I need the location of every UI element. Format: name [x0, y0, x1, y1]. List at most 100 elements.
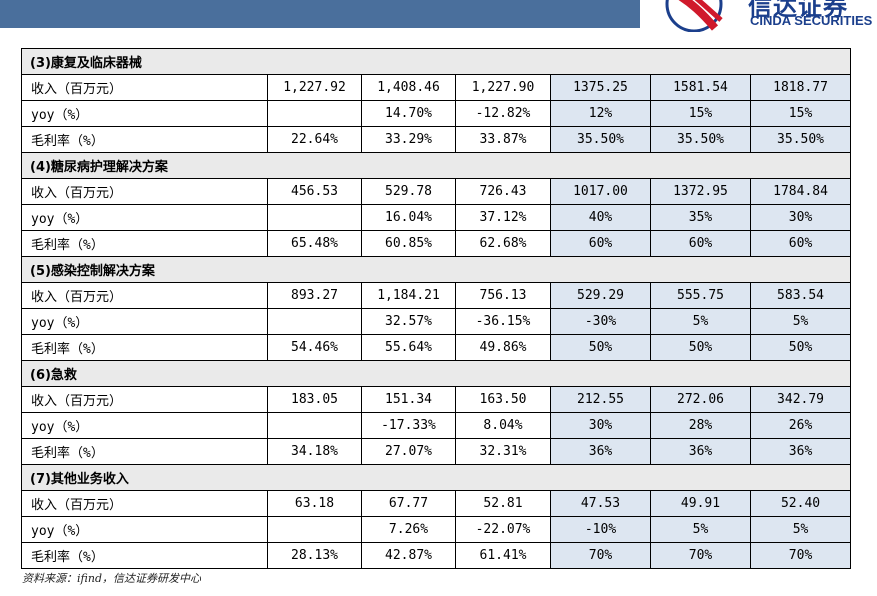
forecast-cell: 60% [749, 230, 852, 257]
forecast-cell: 529.29 [550, 282, 651, 309]
actual-cell: 52.81 [455, 490, 551, 517]
section-title: (4)糖尿病护理解决方案 [20, 152, 852, 179]
brand-logo: 信达证券 CINDA SECURITIES [655, 0, 877, 34]
actual-cell: 1,408.46 [361, 74, 456, 101]
actual-cell [267, 516, 362, 543]
row-label: yoy（%） [21, 412, 268, 439]
table-row: 收入（百万元） 1,227.92 1,408.46 1,227.90 1375.25 15… [21, 74, 852, 101]
row-label: 收入（百万元） [21, 282, 268, 309]
row-label: 毛利率（%） [21, 438, 268, 465]
actual-cell: 529.78 [361, 178, 456, 205]
forecast-cell: 28% [650, 412, 751, 439]
table-row: 收入（百万元） 183.05 151.34 163.50 212.55 272.06 342… [21, 386, 852, 413]
actual-cell: 37.12% [455, 204, 551, 231]
forecast-cell: 15% [749, 100, 852, 127]
forecast-cell: 1784.84 [749, 178, 852, 205]
forecast-cell: 555.75 [650, 282, 751, 309]
actual-cell [267, 412, 362, 439]
forecast-cell: -30% [550, 308, 651, 335]
table-row: 毛利率（%） 54.46% 55.64% 49.86% 50% 50% 50% [21, 334, 852, 361]
actual-cell: 42.87% [361, 542, 456, 569]
row-label: 毛利率（%） [21, 230, 268, 257]
forecast-cell: 35.50% [650, 126, 751, 153]
actual-cell: 55.64% [361, 334, 456, 361]
actual-cell: 7.26% [361, 516, 456, 543]
forecast-cell: 12% [550, 100, 651, 127]
forecast-cell: 40% [550, 204, 651, 231]
forecast-cell: 52.40 [749, 490, 852, 517]
forecast-cell: 35.50% [749, 126, 852, 153]
table-row: 收入（百万元） 63.18 67.77 52.81 47.53 49.91 52.40 [21, 490, 852, 517]
forecast-cell: 1372.95 [650, 178, 751, 205]
forecast-cell: 60% [550, 230, 651, 257]
forecast-cell: 30% [550, 412, 651, 439]
forecast-cell: 212.55 [550, 386, 651, 413]
actual-cell: 65.48% [267, 230, 362, 257]
forecast-cell: 583.54 [749, 282, 852, 309]
actual-cell [267, 204, 362, 231]
table-row: yoy（%） 16.04% 37.12% 40% 35% 30% [21, 204, 852, 231]
actual-cell [267, 308, 362, 335]
table-row: 毛利率（%） 22.64% 33.29% 33.87% 35.50% 35.50% 35.5… [21, 126, 852, 153]
actual-cell: 16.04% [361, 204, 456, 231]
actual-cell: 1,227.92 [267, 74, 362, 101]
forecast-cell: 1818.77 [749, 74, 852, 101]
actual-cell: 67.77 [361, 490, 456, 517]
section-header-row: (4)糖尿病护理解决方案 [20, 152, 852, 179]
forecast-cell: 36% [749, 438, 852, 465]
table-row: yoy（%） 7.26% -22.07% -10% 5% 5% [21, 516, 852, 543]
forecast-cell: 50% [749, 334, 852, 361]
actual-cell: 61.41% [455, 542, 551, 569]
actual-cell: 62.68% [455, 230, 551, 257]
actual-cell: 60.85% [361, 230, 456, 257]
row-label: 毛利率（%） [21, 126, 268, 153]
row-label: 收入（百万元） [21, 178, 268, 205]
actual-cell: -22.07% [455, 516, 551, 543]
table-row: 毛利率（%） 34.18% 27.07% 32.31% 36% 36% 36% [21, 438, 852, 465]
actual-cell: 183.05 [267, 386, 362, 413]
actual-cell: 32.31% [455, 438, 551, 465]
section-header-row: (7)其他业务收入 [20, 464, 852, 491]
actual-cell: 34.18% [267, 438, 362, 465]
section-title: (5)感染控制解决方案 [20, 256, 852, 283]
table-row: yoy（%） 14.70% -12.82% 12% 15% 15% [21, 100, 852, 127]
actual-cell: 63.18 [267, 490, 362, 517]
actual-cell: 54.46% [267, 334, 362, 361]
table-row: 收入（百万元） 893.27 1,184.21 756.13 529.29 555.75 5… [21, 282, 852, 309]
row-label: yoy（%） [21, 308, 268, 335]
forecast-cell: 15% [650, 100, 751, 127]
row-label: 毛利率（%） [21, 334, 268, 361]
actual-cell: 456.53 [267, 178, 362, 205]
forecast-cell: 49.91 [650, 490, 751, 517]
forecast-cell: 36% [550, 438, 651, 465]
forecast-cell: 35.50% [550, 126, 651, 153]
forecast-cell: 60% [650, 230, 751, 257]
forecast-cell: 5% [749, 516, 852, 543]
row-label: 收入（百万元） [21, 74, 268, 101]
section-header-row: (5)感染控制解决方案 [20, 256, 852, 283]
row-label: 收入（百万元） [21, 386, 268, 413]
forecast-cell: 47.53 [550, 490, 651, 517]
forecast-cell: 70% [550, 542, 651, 569]
row-label: 收入（百万元） [21, 490, 268, 517]
row-label: 毛利率（%） [21, 542, 268, 569]
forecast-cell: 1375.25 [550, 74, 651, 101]
brand-name-cn: 信达证券 [748, 0, 848, 21]
actual-cell: 893.27 [267, 282, 362, 309]
section-title: (6)急救 [20, 360, 852, 387]
actual-cell: 1,227.90 [455, 74, 551, 101]
table-row: 毛利率（%） 65.48% 60.85% 62.68% 60% 60% 60% [21, 230, 852, 257]
actual-cell: 27.07% [361, 438, 456, 465]
table-row: 收入（百万元） 456.53 529.78 726.43 1017.00 1372.95 1… [21, 178, 852, 205]
cinda-logo-icon [665, 0, 723, 32]
section-header-row: (3)康复及临床器械 [20, 48, 852, 75]
forecast-cell: 70% [749, 542, 852, 569]
actual-cell: -17.33% [361, 412, 456, 439]
actual-cell: 32.57% [361, 308, 456, 335]
actual-cell: -36.15% [455, 308, 551, 335]
forecast-cell: 342.79 [749, 386, 852, 413]
actual-cell: 726.43 [455, 178, 551, 205]
actual-cell: 163.50 [455, 386, 551, 413]
table-row: yoy（%） -17.33% 8.04% 30% 28% 26% [21, 412, 852, 439]
section-title: (3)康复及临床器械 [20, 48, 852, 75]
